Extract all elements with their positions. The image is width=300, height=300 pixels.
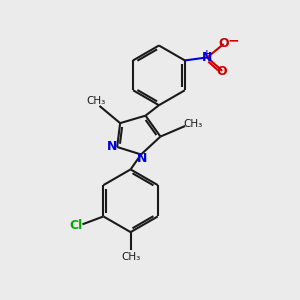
Text: N: N (136, 152, 147, 165)
Text: CH₃: CH₃ (121, 252, 140, 262)
Text: CH₃: CH₃ (86, 96, 106, 106)
Text: N: N (106, 140, 117, 153)
Text: Cl: Cl (69, 219, 82, 232)
Text: CH₃: CH₃ (183, 119, 202, 130)
Text: O: O (218, 37, 229, 50)
Text: N: N (202, 51, 212, 64)
Text: O: O (217, 65, 227, 78)
Text: −: − (227, 33, 239, 47)
Text: +: + (203, 49, 211, 58)
